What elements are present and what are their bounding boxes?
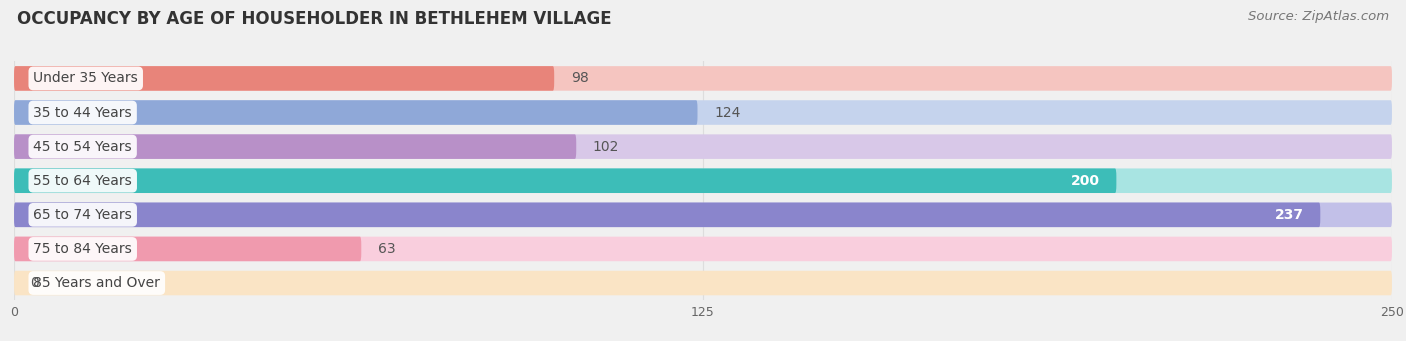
Text: 65 to 74 Years: 65 to 74 Years — [34, 208, 132, 222]
FancyBboxPatch shape — [14, 203, 1320, 227]
Text: 200: 200 — [1071, 174, 1099, 188]
Text: 63: 63 — [378, 242, 395, 256]
FancyBboxPatch shape — [14, 168, 1116, 193]
Text: 124: 124 — [714, 105, 741, 120]
FancyBboxPatch shape — [14, 134, 576, 159]
Text: 45 to 54 Years: 45 to 54 Years — [34, 139, 132, 154]
FancyBboxPatch shape — [14, 237, 1392, 261]
Text: 55 to 64 Years: 55 to 64 Years — [34, 174, 132, 188]
Text: Under 35 Years: Under 35 Years — [34, 71, 138, 86]
Text: 237: 237 — [1275, 208, 1303, 222]
FancyBboxPatch shape — [14, 100, 1392, 125]
Text: Source: ZipAtlas.com: Source: ZipAtlas.com — [1249, 10, 1389, 23]
FancyBboxPatch shape — [14, 66, 554, 91]
Text: 75 to 84 Years: 75 to 84 Years — [34, 242, 132, 256]
FancyBboxPatch shape — [14, 237, 361, 261]
FancyBboxPatch shape — [14, 203, 1392, 227]
FancyBboxPatch shape — [14, 134, 1392, 159]
Text: OCCUPANCY BY AGE OF HOUSEHOLDER IN BETHLEHEM VILLAGE: OCCUPANCY BY AGE OF HOUSEHOLDER IN BETHL… — [17, 10, 612, 28]
FancyBboxPatch shape — [14, 271, 1392, 295]
Text: 102: 102 — [593, 139, 619, 154]
Text: 0: 0 — [31, 276, 39, 290]
Text: 98: 98 — [571, 71, 589, 86]
FancyBboxPatch shape — [14, 100, 697, 125]
Text: 85 Years and Over: 85 Years and Over — [34, 276, 160, 290]
FancyBboxPatch shape — [14, 168, 1392, 193]
FancyBboxPatch shape — [14, 66, 1392, 91]
Text: 35 to 44 Years: 35 to 44 Years — [34, 105, 132, 120]
